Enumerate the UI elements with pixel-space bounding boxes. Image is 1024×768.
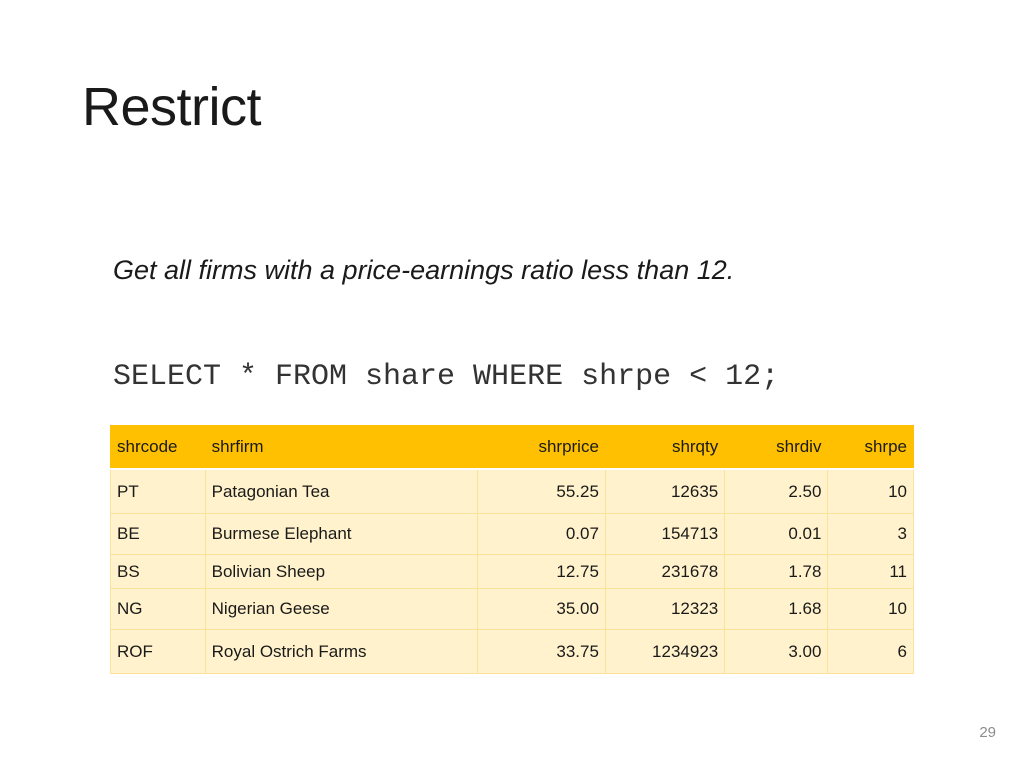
table-cell: 10 [827, 468, 914, 514]
table-cell: 231678 [604, 554, 726, 589]
table-row: PT Patagonian Tea 55.25 12635 2.50 10 [110, 468, 914, 514]
table-cell: 3.00 [724, 629, 829, 674]
table-row: BE Burmese Elephant 0.07 154713 0.01 3 [110, 513, 914, 555]
column-header: shrdiv [724, 425, 829, 470]
table-cell: 1.78 [724, 554, 829, 589]
column-header: shrprice [476, 425, 606, 470]
page-number: 29 [979, 724, 996, 741]
column-header: shrcode [110, 425, 206, 470]
table-cell: 1.68 [724, 588, 829, 630]
table-cell: 12323 [604, 588, 726, 630]
table-cell: BE [110, 513, 206, 555]
table-cell: 2.50 [724, 468, 829, 514]
table-cell: 154713 [604, 513, 726, 555]
query-description: Get all firms with a price-earnings rati… [113, 255, 735, 285]
column-header: shrqty [604, 425, 726, 470]
table-cell: 12635 [604, 468, 726, 514]
table-cell: 12.75 [476, 554, 606, 589]
table-cell: 33.75 [476, 629, 606, 674]
table-header-row: shrcode shrfirm shrprice shrqty shrdiv s… [110, 425, 914, 470]
table-cell: 1234923 [604, 629, 726, 674]
column-header: shrfirm [204, 425, 478, 470]
table-cell: 55.25 [476, 468, 606, 514]
table-cell: PT [110, 468, 206, 514]
table-row: BS Bolivian Sheep 12.75 231678 1.78 11 [110, 554, 914, 589]
table-cell: Bolivian Sheep [204, 554, 478, 589]
table-row: NG Nigerian Geese 35.00 12323 1.68 10 [110, 588, 914, 630]
table-cell: Nigerian Geese [204, 588, 478, 630]
column-header: shrpe [827, 425, 914, 470]
table-cell: Patagonian Tea [204, 468, 478, 514]
table-row: ROF Royal Ostrich Farms 33.75 1234923 3.… [110, 629, 914, 674]
table-cell: 6 [827, 629, 914, 674]
slide-title: Restrict [82, 77, 262, 137]
table-cell: 0.01 [724, 513, 829, 555]
table-cell: NG [110, 588, 206, 630]
table-cell: 0.07 [476, 513, 606, 555]
table-cell: 10 [827, 588, 914, 630]
table-cell: ROF [110, 629, 206, 674]
sql-statement: SELECT * FROM share WHERE shrpe < 12; [113, 360, 780, 394]
table-cell: BS [110, 554, 206, 589]
table-cell: 35.00 [476, 588, 606, 630]
table-cell: Royal Ostrich Farms [204, 629, 478, 674]
table-cell: 11 [827, 554, 914, 589]
table-cell: Burmese Elephant [204, 513, 478, 555]
table-cell: 3 [827, 513, 914, 555]
result-table: shrcode shrfirm shrprice shrqty shrdiv s… [110, 425, 914, 674]
